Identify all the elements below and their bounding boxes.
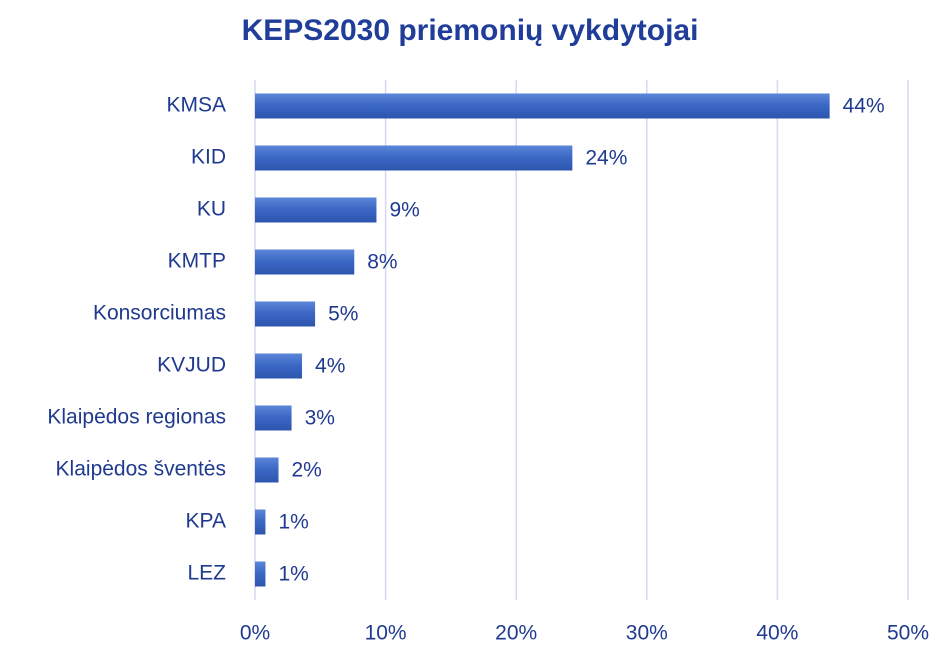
data-label: 4% xyxy=(315,355,345,378)
data-label: 24% xyxy=(585,147,627,170)
y-tick-label: KMSA xyxy=(166,94,226,117)
x-tick-label: 40% xyxy=(756,622,798,645)
y-tick-label: KID xyxy=(191,146,226,169)
chart-title: KEPS2030 priemonių vykdytojai xyxy=(242,14,699,47)
bar xyxy=(255,353,303,379)
x-tick-label: 0% xyxy=(240,622,270,645)
y-tick-label: KU xyxy=(197,198,226,221)
data-label: 2% xyxy=(292,459,322,482)
y-tick-label: LEZ xyxy=(187,562,226,585)
x-tick-label: 20% xyxy=(495,622,537,645)
bar xyxy=(255,301,316,327)
bar xyxy=(255,93,830,119)
data-label: 5% xyxy=(328,303,358,326)
bar xyxy=(255,145,573,171)
x-tick-label: 50% xyxy=(887,622,929,645)
data-label: 1% xyxy=(278,563,308,586)
y-tick-label: Konsorciumas xyxy=(93,302,226,325)
data-label: 8% xyxy=(367,251,397,274)
bar xyxy=(255,561,266,587)
data-label: 1% xyxy=(278,511,308,534)
bar xyxy=(255,405,292,431)
y-tick-label: Klaipėdos šventės xyxy=(56,458,226,481)
y-tick-label: KMTP xyxy=(168,250,226,273)
data-label: 44% xyxy=(843,95,885,118)
y-tick-label: Klaipėdos regionas xyxy=(47,406,226,429)
x-tick-label: 30% xyxy=(626,622,668,645)
y-tick-label: KVJUD xyxy=(157,354,226,377)
data-label: 9% xyxy=(389,199,419,222)
data-label: 3% xyxy=(305,407,335,430)
x-tick-label: 10% xyxy=(365,622,407,645)
bar xyxy=(255,457,279,483)
bar xyxy=(255,509,266,535)
bar xyxy=(255,249,355,275)
y-tick-label: KPA xyxy=(186,510,226,533)
bar xyxy=(255,197,377,223)
